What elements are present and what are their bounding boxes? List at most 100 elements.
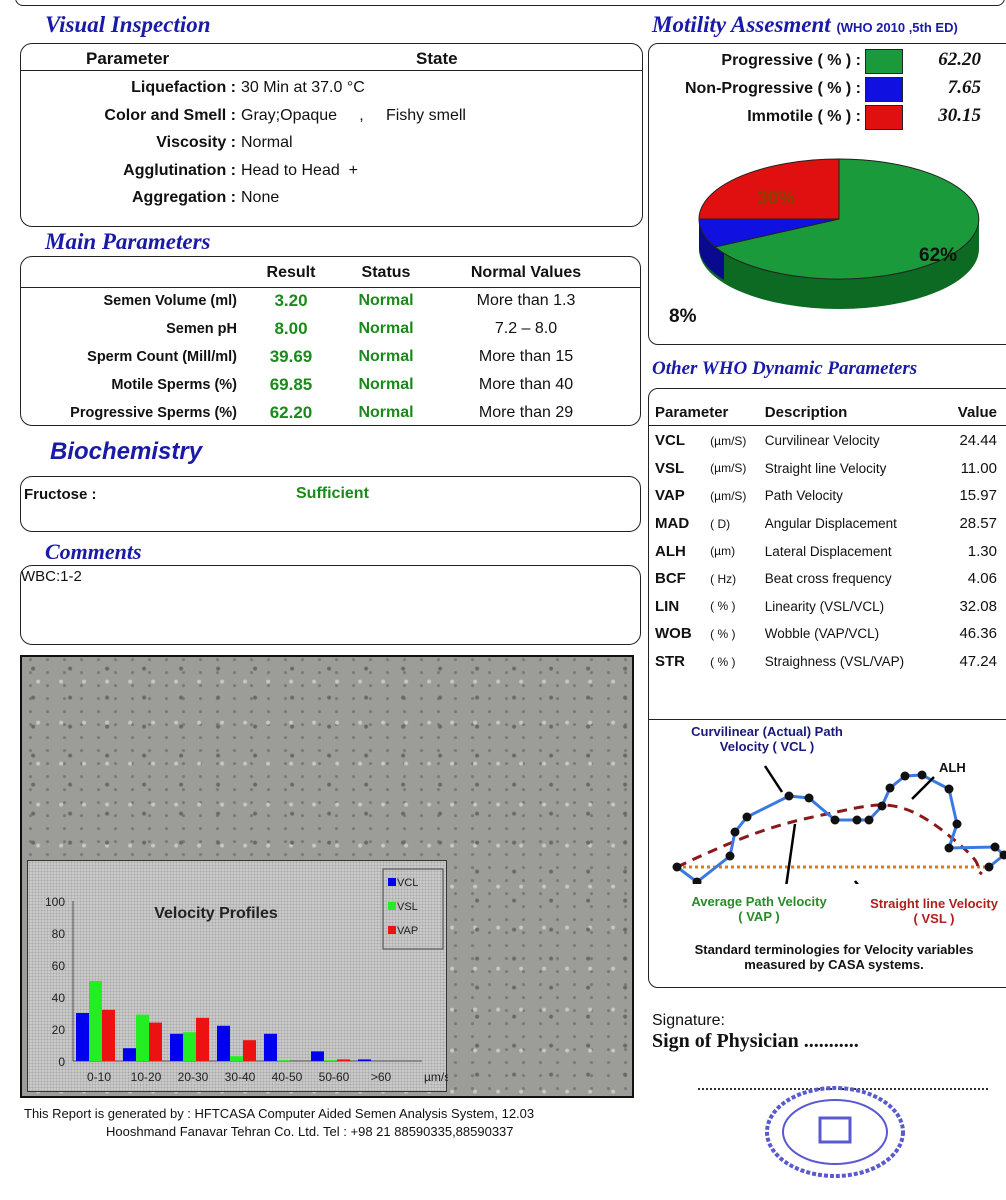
pie-slice-progressive xyxy=(713,158,980,280)
path-point xyxy=(804,793,814,803)
who-description: Wobble (VAP/VCL) xyxy=(764,626,880,642)
bar-vsl xyxy=(277,1060,290,1061)
motility-value: 7.65 xyxy=(947,77,981,98)
bar-vap xyxy=(243,1040,256,1061)
vsl-line2: ( VSL ) xyxy=(913,911,955,926)
header-normal: Normal Values xyxy=(470,264,582,281)
bar-vcl xyxy=(76,1013,89,1061)
header-value: Value xyxy=(957,403,997,421)
who-row: MAD ( D) Angular Displacement 28.57 xyxy=(651,510,1001,538)
path-point xyxy=(917,770,927,780)
motility-label: Immotile ( % ) : xyxy=(747,108,861,125)
who-value: 11.00 xyxy=(960,459,997,477)
x-axis-label: µm/sec xyxy=(424,1070,448,1084)
who-unit: (µm) xyxy=(710,544,736,559)
path-point xyxy=(984,862,994,872)
visual-value: Head to Head + xyxy=(241,161,358,179)
path-point xyxy=(742,812,752,822)
chart-legend xyxy=(382,868,444,950)
header-description: Description xyxy=(764,403,848,421)
who-value: 46.36 xyxy=(959,625,997,643)
fructose-value: Sufficient xyxy=(296,485,369,502)
bio-title: Biochemistry xyxy=(50,438,203,465)
param-normal: 7.2 – 8.0 xyxy=(494,320,558,337)
who-unit: ( % ) xyxy=(710,654,736,669)
who-row: ALH (µm) Lateral Displacement 1.30 xyxy=(651,537,1001,565)
diagram-alh-label: ALH xyxy=(939,760,966,775)
who-description: Beat cross frequency xyxy=(764,571,892,587)
who-value: 1.30 xyxy=(967,542,997,560)
who-param: BCF xyxy=(655,570,686,588)
vap-line2: ( VAP ) xyxy=(738,909,780,924)
x-tick-label: >60 xyxy=(371,1070,392,1084)
bar-vcl xyxy=(217,1025,230,1061)
col-state: State xyxy=(416,49,458,68)
x-tick-label: 50-60 xyxy=(319,1070,350,1084)
who-param: VAP xyxy=(655,487,685,505)
bar-vsl xyxy=(136,1014,149,1061)
comments-text: WBC:1-2 xyxy=(21,568,82,585)
vcl-line2: Velocity ( VCL ) xyxy=(719,739,815,754)
bar-vap xyxy=(337,1059,350,1061)
stamp-seal xyxy=(765,1086,905,1178)
y-tick-label: 20 xyxy=(52,1023,66,1037)
signature-label: Signature: xyxy=(652,1012,725,1029)
diagram-vap-label: Average Path Velocity( VAP ) xyxy=(669,894,849,924)
bar-vsl xyxy=(89,981,102,1061)
pie-label-immotile: 30% xyxy=(757,188,795,209)
bar-vap xyxy=(102,1009,115,1061)
param-status: Normal xyxy=(358,292,414,309)
pie-label-nonprogressive: 8% xyxy=(669,306,697,327)
x-tick-label: 40-50 xyxy=(272,1070,303,1084)
who-unit: (µm/S) xyxy=(710,488,747,503)
who-row: VSL (µm/S) Straight line Velocity 11.00 xyxy=(651,455,1001,483)
bar-vcl xyxy=(170,1033,183,1061)
param-result: 3.20 xyxy=(274,291,308,310)
visual-value: None xyxy=(241,189,280,206)
who-unit: (µm/S) xyxy=(710,433,747,448)
who-unit: ( Hz) xyxy=(710,571,737,586)
physician-sign: Sign of Physician ........... xyxy=(652,1030,859,1052)
who-description: Angular Displacement xyxy=(764,516,897,532)
bar-vcl xyxy=(311,1051,324,1061)
vsl-line1: Straight line Velocity xyxy=(870,896,998,911)
param-status: Normal xyxy=(358,348,414,365)
motility-label: Progressive ( % ) : xyxy=(721,52,861,69)
who-value: 24.44 xyxy=(959,432,997,450)
x-tick-label: 0-10 xyxy=(87,1070,111,1084)
bar-vcl xyxy=(264,1033,277,1061)
who-box: Parameter Description Value VCL (µm/S) Curvi… xyxy=(648,388,1006,988)
who-param: MAD xyxy=(655,515,690,533)
who-param: WOB xyxy=(655,625,692,643)
velocity-chart: 0 20 40 60 80 100 0-10 10-20 20-30 30-40 40-50 50-6… xyxy=(27,860,463,1092)
path-point xyxy=(784,791,794,801)
who-param: LIN xyxy=(655,597,680,615)
param-result: 62.20 xyxy=(269,403,313,422)
who-row: STR ( % ) Straighness (VSL/VAP) 47.24 xyxy=(651,648,1001,676)
legend-swatch xyxy=(388,926,396,934)
bar-vcl xyxy=(123,1048,136,1061)
who-value: 28.57 xyxy=(959,515,997,533)
legend-label: VAP xyxy=(397,925,418,937)
path-point xyxy=(692,877,702,884)
bio-box: Fructose : Sufficient xyxy=(20,476,641,532)
y-tick-label: 100 xyxy=(45,895,65,909)
path-point xyxy=(952,819,962,829)
visual-value: Gray;Opaque , Fishy smell xyxy=(241,106,466,124)
diagram-caption: Standard terminologies for Velocity vari… xyxy=(669,942,999,972)
header-status: Status xyxy=(361,264,411,281)
who-description: Straight line Velocity xyxy=(764,460,887,476)
who-unit: ( % ) xyxy=(710,626,736,641)
param-label: Sperm Count (Mill/ml) xyxy=(87,349,237,365)
who-unit: (µm/S) xyxy=(710,461,747,476)
who-param: STR xyxy=(655,653,685,671)
motility-value: 62.20 xyxy=(938,49,981,70)
velocity-chart-svg: 0 20 40 60 80 100 0-10 10-20 20-30 30-40 40-50 50-6… xyxy=(45,868,463,1084)
who-row: BCF ( Hz) Beat cross frequency 4.06 xyxy=(651,565,1001,593)
who-param: VSL xyxy=(655,459,685,477)
comments-title: Comments xyxy=(45,539,142,564)
motility-title: Motility Assesment (WHO 2010 ,5th ED) xyxy=(652,12,958,38)
microscope-image: 0 20 40 60 80 100 0-10 10-20 20-30 30-40 40-50 50-6… xyxy=(20,655,634,1098)
header-parameter: Parameter xyxy=(655,403,729,421)
motility-swatch xyxy=(865,77,903,102)
